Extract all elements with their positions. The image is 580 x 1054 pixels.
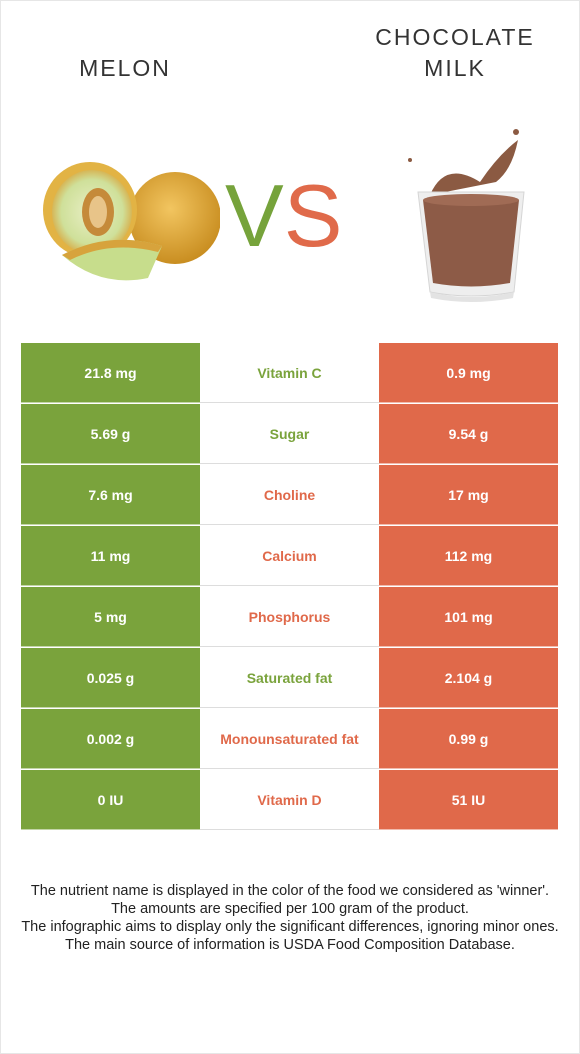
nutrient-name: Choline: [200, 465, 379, 525]
chocolate-milk-value: 0.9 mg: [379, 343, 558, 403]
right-food-title: CHOCOLATE MILK: [375, 24, 535, 81]
chocolate-milk-image-icon: [408, 129, 525, 302]
melon-value: 0.025 g: [21, 648, 200, 708]
nutrient-name: Monounsaturated fat: [200, 709, 379, 769]
nutrient-name: Vitamin D: [200, 770, 379, 830]
chocolate-milk-value: 2.104 g: [379, 648, 558, 708]
melon-value: 5.69 g: [21, 404, 200, 464]
table-row: 21.8 mg Vitamin C 0.9 mg: [21, 343, 558, 404]
note-amounts: The amounts are specified per 100 gram o…: [111, 901, 469, 917]
table-row: 5.69 g Sugar 9.54 g: [21, 404, 558, 465]
melon-value: 11 mg: [21, 526, 200, 586]
chocolate-milk-value: 101 mg: [379, 587, 558, 647]
note-source: The main source of information is USDA F…: [65, 937, 515, 953]
table-row: 11 mg Calcium 112 mg: [21, 526, 558, 587]
table-row: 0.025 g Saturated fat 2.104 g: [21, 648, 558, 709]
footnotes: The nutrient name is displayed in the co…: [20, 882, 560, 954]
melon-value: 0 IU: [21, 770, 200, 830]
chocolate-milk-value: 112 mg: [379, 526, 558, 586]
nutrient-name: Vitamin C: [200, 343, 379, 403]
nutrient-name: Phosphorus: [200, 587, 379, 647]
table-row: 5 mg Phosphorus 101 mg: [21, 587, 558, 648]
note-winner-color: The nutrient name is displayed in the co…: [30, 883, 550, 899]
chocolate-milk-value: 0.99 g: [379, 709, 558, 769]
nutrient-name: Saturated fat: [200, 648, 379, 708]
table-row: 7.6 mg Choline 17 mg: [21, 465, 558, 526]
nutrient-name: Sugar: [200, 404, 379, 464]
melon-image-icon: [43, 162, 220, 281]
nutrient-name: Calcium: [200, 526, 379, 586]
table-row: 0.002 g Monounsaturated fat 0.99 g: [21, 709, 558, 770]
melon-value: 7.6 mg: [21, 465, 200, 525]
chocolate-milk-value: 17 mg: [379, 465, 558, 525]
vs-label: VS: [225, 166, 343, 265]
melon-value: 0.002 g: [21, 709, 200, 769]
melon-value: 21.8 mg: [21, 343, 200, 403]
melon-value: 5 mg: [21, 587, 200, 647]
left-food-title: MELON: [79, 55, 171, 81]
chocolate-milk-value: 9.54 g: [379, 404, 558, 464]
table-row: 0 IU Vitamin D 51 IU: [21, 770, 558, 830]
note-significant: The infographic aims to display only the…: [21, 919, 559, 935]
chocolate-milk-value: 51 IU: [379, 770, 558, 830]
